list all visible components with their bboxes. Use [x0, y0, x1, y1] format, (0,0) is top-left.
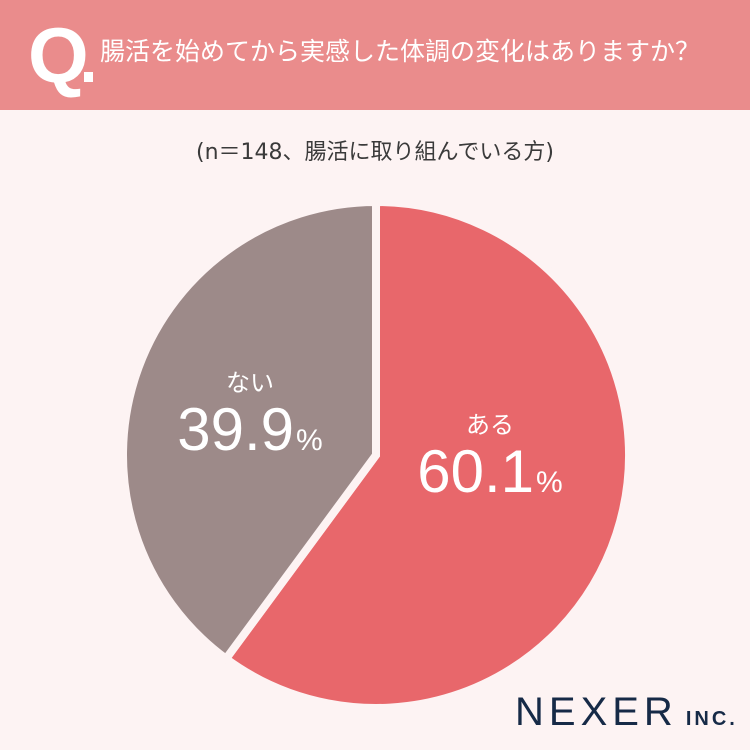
question-text: 腸活を始めてから実感した体調の変化はありますか？ [100, 37, 701, 66]
q-mark: Q [28, 11, 89, 99]
slice-nai [119, 197, 380, 665]
label-aru-name: ある [466, 411, 514, 439]
label-nai-value: 39.9% [177, 396, 323, 463]
slice-aru [220, 197, 633, 712]
question-header: Q 腸活を始めてから実感した体調の変化はありますか？ [0, 0, 750, 110]
label-aru: ある 60.1% [390, 410, 590, 515]
sample-size-note: (n＝148、腸活に取り組んでいる方) [195, 140, 554, 165]
label-nai-name: ない [226, 369, 274, 397]
nexer-logo: NEXER INC. [515, 690, 738, 734]
q-dot [84, 72, 93, 82]
label-nai: ない 39.9% [150, 368, 350, 473]
label-aru-value: 60.1% [417, 438, 563, 505]
